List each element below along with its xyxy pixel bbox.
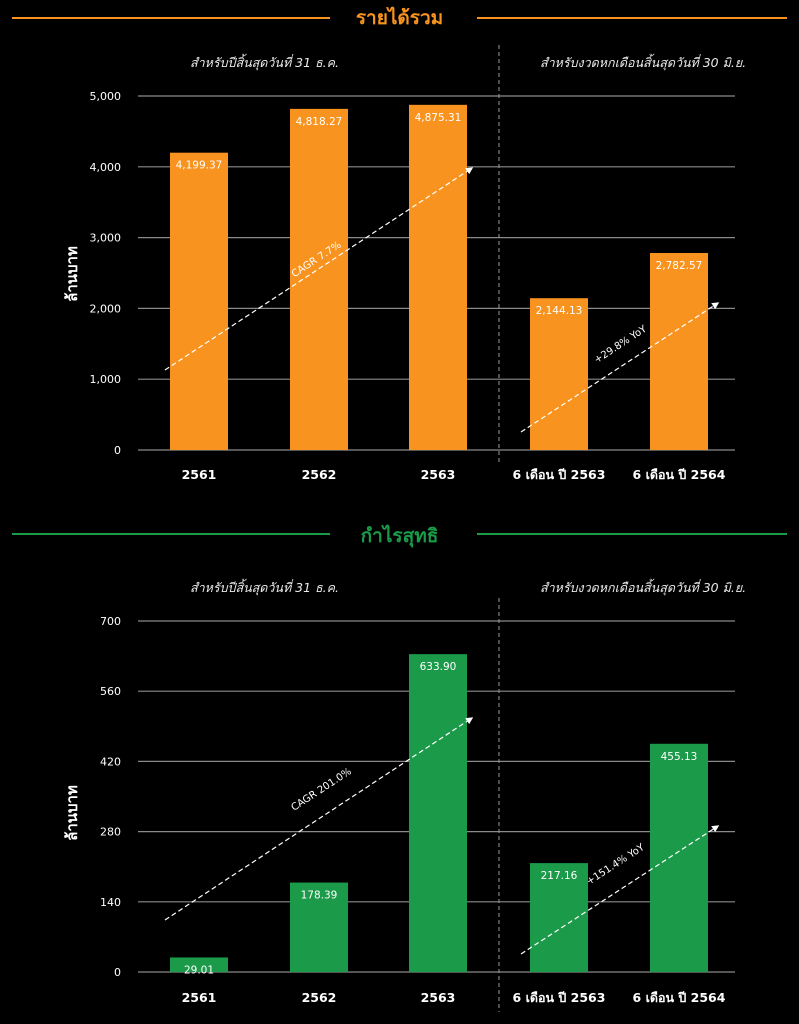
data-label: 455.13 (661, 751, 698, 763)
bar (530, 863, 588, 972)
data-label: 2,144.13 (536, 305, 583, 317)
profit-chart-svg: 0 140 280 420 560 700 29.01 2561 178.39 2562 633.9… (100, 598, 735, 1012)
data-label: 2,782.57 (656, 260, 703, 272)
header-line-right (477, 17, 787, 19)
bar (409, 654, 467, 972)
y-tick-label: 0 (114, 444, 121, 457)
x-tick-label: 2563 (421, 990, 456, 1005)
growth-arrow (164, 167, 474, 371)
y-tick-label: 140 (100, 896, 121, 909)
growth-arrow (164, 717, 474, 921)
growth-arrow (520, 302, 720, 433)
right-period-note: สำหรับงวดหกเดือนสิ้นสุดวันที่ 30 มิ.ย. (540, 55, 747, 70)
growth-annotation: +151.4% YoY (585, 842, 648, 888)
x-tick-label: 6 เดือน ปี 2564 (633, 467, 726, 482)
growth-arrow (520, 825, 720, 955)
x-tick-label: 6 เดือน ปี 2563 (513, 467, 606, 482)
bar (530, 298, 588, 450)
y-tick-label: 0 (114, 966, 121, 979)
bar (170, 152, 228, 450)
data-label: 29.01 (184, 964, 214, 976)
data-label: 633.90 (420, 661, 457, 673)
left-period-note: สำหรับปีสิ้นสุดวันที่ 31 ธ.ค. (190, 580, 339, 595)
chart-title: กำไรสุทธิ (360, 525, 439, 547)
bar (290, 108, 348, 450)
chart-title: รายได้รวม (355, 7, 444, 29)
y-tick-label: 700 (100, 615, 121, 628)
x-tick-label: 6 เดือน ปี 2563 (513, 990, 606, 1005)
y-tick-label: 5,000 (90, 90, 122, 103)
revenue-chart-panel: รายได้รวม สำหรับปีสิ้นสุดวันที่ 31 ธ.ค. … (12, 7, 787, 482)
profit-chart-panel: กำไรสุทธิ สำหรับปีสิ้นสุดวันที่ 31 ธ.ค. … (0, 512, 799, 1024)
y-tick-label: 420 (100, 755, 121, 768)
x-tick-label: 2562 (302, 990, 337, 1005)
y-tick-label: 1,000 (90, 373, 122, 386)
y-tick-label: 4,000 (90, 161, 122, 174)
x-tick-label: 2562 (302, 467, 337, 482)
growth-annotation: +29.8% YoY (592, 323, 649, 366)
bar (650, 743, 708, 972)
bar (409, 104, 467, 450)
data-label: 4,199.37 (176, 160, 223, 172)
data-label: 178.39 (301, 890, 338, 902)
bar (650, 252, 708, 450)
x-tick-label: 2561 (182, 990, 217, 1005)
x-tick-label: 2561 (182, 467, 217, 482)
data-label: 4,818.27 (296, 116, 343, 128)
data-label: 4,875.31 (415, 112, 462, 124)
header-line-left (12, 17, 330, 19)
left-period-note: สำหรับปีสิ้นสุดวันที่ 31 ธ.ค. (190, 55, 339, 70)
bar (170, 957, 228, 972)
header-line-left (12, 533, 330, 535)
data-label: 217.16 (541, 870, 578, 882)
header-line-right (477, 533, 787, 535)
right-period-note: สำหรับงวดหกเดือนสิ้นสุดวันที่ 30 มิ.ย. (540, 580, 747, 595)
y-tick-label: 280 (100, 826, 121, 839)
y-tick-label: 3,000 (90, 232, 122, 245)
bar (290, 882, 348, 972)
y-tick-label: 560 (100, 685, 121, 698)
x-tick-label: 2563 (421, 467, 456, 482)
revenue-chart-svg: 0 1,000 2,000 3,000 4,000 5,000 4,199.37 2561 4,… (90, 45, 735, 482)
x-tick-label: 6 เดือน ปี 2564 (633, 990, 726, 1005)
y-tick-label: 2,000 (90, 302, 122, 315)
growth-annotation: CAGR 201.0% (290, 766, 354, 813)
